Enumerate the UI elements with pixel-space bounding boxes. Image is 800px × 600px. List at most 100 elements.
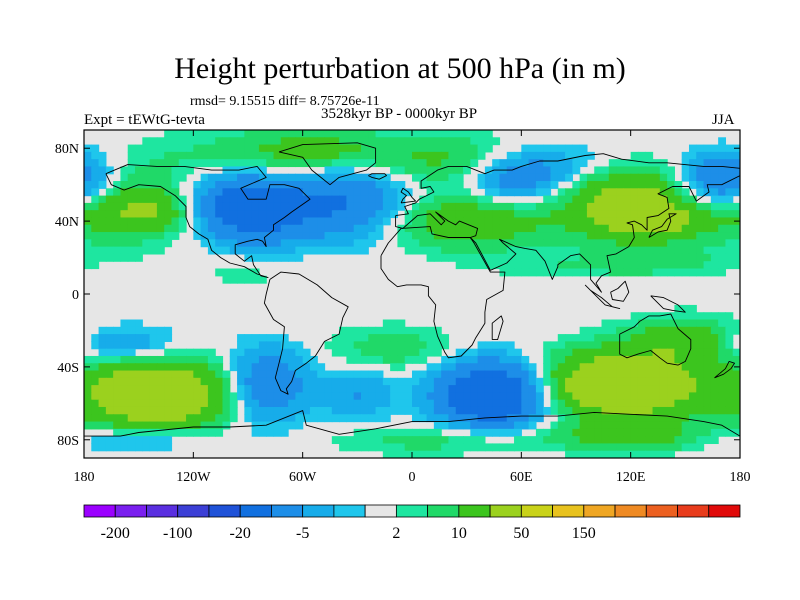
field-cell — [339, 151, 347, 160]
field-cell — [412, 239, 420, 248]
field-cell — [419, 239, 428, 248]
field-cell — [288, 370, 296, 379]
field-cell — [623, 217, 632, 226]
field-cell — [659, 246, 668, 255]
field-cell — [616, 173, 624, 182]
field-cell — [718, 217, 727, 226]
field-cell — [667, 392, 675, 401]
colorbar-swatch — [364, 504, 397, 518]
field-cell — [404, 144, 413, 153]
field-cell — [637, 399, 646, 408]
field-cell — [309, 385, 318, 393]
field-cell — [302, 239, 311, 248]
field-cell — [586, 421, 595, 430]
field-cell — [608, 450, 617, 458]
field-cell — [455, 137, 464, 146]
field-cell — [353, 341, 362, 350]
field-cell — [630, 355, 639, 364]
field-cell — [200, 239, 209, 248]
field-cell — [681, 326, 690, 335]
field-cell — [725, 232, 734, 240]
field-cell — [499, 210, 508, 219]
field-cell — [528, 377, 537, 386]
field-cell — [419, 377, 428, 386]
field-cell — [244, 144, 253, 153]
field-cell — [528, 210, 537, 219]
field-cell — [127, 355, 136, 364]
field-cell — [360, 334, 369, 342]
field-cell — [273, 151, 282, 160]
field-cell — [164, 144, 173, 153]
field-cell — [419, 406, 428, 415]
field-cell — [229, 406, 238, 415]
field-cell — [266, 246, 275, 255]
field-cell — [193, 385, 202, 393]
field-cell — [623, 159, 632, 168]
field-cell — [441, 159, 450, 168]
field-cell — [419, 326, 428, 335]
field-cell — [324, 377, 333, 386]
field-cell — [390, 210, 399, 219]
field-cell — [317, 370, 326, 379]
field-cell — [244, 392, 253, 401]
field-cell — [484, 392, 493, 401]
field-cell — [295, 399, 304, 408]
colorbar-swatch — [395, 504, 429, 518]
field-cell — [637, 436, 646, 445]
colorbar-swatch — [177, 504, 210, 518]
field-cell — [696, 428, 705, 437]
field-cell — [302, 210, 311, 219]
field-cell — [630, 428, 639, 437]
field-cell — [659, 166, 668, 175]
field-cell — [244, 210, 253, 219]
field-cell — [120, 436, 129, 445]
field-cell — [127, 348, 136, 357]
field-cell — [492, 224, 501, 233]
field-cell — [506, 443, 515, 452]
field-cell — [667, 253, 675, 262]
field-cell — [535, 181, 544, 189]
field-cell — [404, 217, 413, 226]
field-cell — [681, 232, 690, 240]
field-cell — [718, 253, 727, 262]
field-cell — [412, 334, 420, 342]
field-cell — [375, 406, 384, 415]
field-cell — [594, 173, 603, 182]
field-cell — [492, 159, 501, 168]
field-cell — [200, 210, 209, 219]
field-cell — [499, 159, 508, 168]
field-cell — [273, 253, 282, 262]
field-cell — [360, 151, 369, 160]
field-cell — [477, 261, 486, 270]
field-cell — [492, 137, 501, 146]
field-cell — [171, 173, 180, 182]
field-cell — [360, 195, 369, 204]
field-cell — [441, 210, 450, 219]
field-cell — [543, 181, 552, 189]
field-cell — [339, 392, 347, 401]
field-cell — [215, 137, 224, 146]
field-cell — [237, 217, 245, 226]
field-cell — [616, 202, 624, 211]
field-cell — [703, 312, 712, 321]
field-cell — [441, 443, 450, 452]
field-cell — [586, 428, 595, 437]
field-cell — [477, 355, 486, 364]
field-cell — [302, 232, 311, 240]
field-cell — [710, 188, 719, 197]
field-cell — [295, 246, 304, 255]
field-cell — [353, 406, 362, 415]
field-cell — [543, 166, 552, 175]
field-cell — [149, 443, 158, 452]
field-cell — [732, 166, 740, 175]
field-cell — [652, 385, 661, 393]
field-cell — [258, 414, 267, 423]
field-cell — [244, 239, 253, 248]
field-cell — [149, 188, 158, 197]
field-cell — [120, 341, 129, 350]
field-cell — [171, 188, 180, 197]
field-cell — [674, 363, 683, 372]
field-cell — [280, 159, 289, 168]
field-cell — [368, 188, 377, 197]
field-cell — [317, 246, 326, 255]
